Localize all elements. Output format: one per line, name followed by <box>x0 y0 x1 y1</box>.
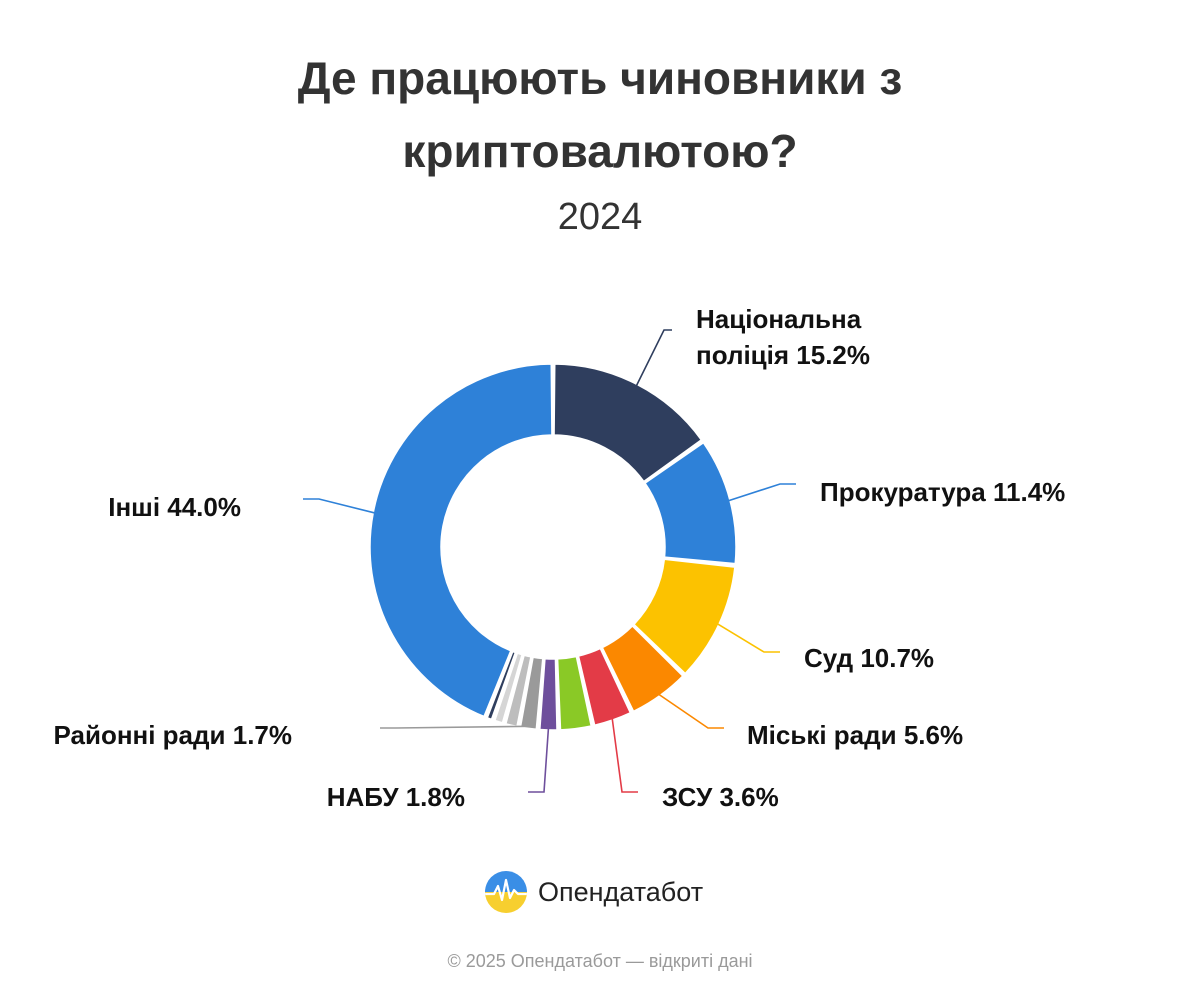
donut-slice-9 <box>494 652 523 724</box>
slice-label-1-line-0: Прокуратура 11.4% <box>820 477 1065 507</box>
leader-line-2 <box>716 622 780 653</box>
leader-line-6 <box>380 725 529 729</box>
donut-slice-7 <box>519 656 544 730</box>
chart-title-line-2: криптовалютою? <box>402 125 798 177</box>
donut-slice-4 <box>577 647 632 726</box>
donut-slice-1 <box>644 441 737 565</box>
leader-line-3 <box>658 693 724 729</box>
donut-slices <box>369 363 737 731</box>
donut-slice-5 <box>556 655 592 731</box>
brand[interactable]: Опендатабот <box>484 870 703 914</box>
footer-copyright: © 2025 Опендатабот — відкриті дані <box>447 951 753 971</box>
slice-labels: Національна поліція 15.2% Прокуратура 11.4… <box>54 304 1066 812</box>
leader-line-7 <box>303 498 376 514</box>
slice-label-7-line-0: Інші 44.0% <box>108 492 241 522</box>
donut-slice-3 <box>601 625 684 713</box>
slice-label-5-line-0: НАБУ 1.8% <box>327 782 465 812</box>
leader-lines <box>303 329 796 793</box>
leader-line-4 <box>611 717 638 793</box>
chart-subtitle: 2024 <box>557 196 643 238</box>
chart-title-line-1: Де працюють чиновники з <box>297 52 903 104</box>
slice-label-4-line-0: ЗСУ 3.6% <box>662 782 779 812</box>
brand-name: Опендатабот <box>538 876 704 907</box>
donut-slice-10 <box>486 650 517 721</box>
opendatabot-logo-icon <box>485 871 527 913</box>
donut-slice-2 <box>633 558 736 675</box>
donut-slice-0 <box>553 363 703 483</box>
donut-slice-8 <box>505 654 532 728</box>
slice-label-3-line-0: Міські ради 5.6% <box>747 720 963 750</box>
slice-label-6-line-0: Районні ради 1.7% <box>54 720 293 750</box>
leader-line-5 <box>528 727 550 793</box>
leader-line-0 <box>635 329 672 387</box>
slice-label-0-line-0: Національна <box>696 304 862 334</box>
donut-slice-6 <box>539 657 558 731</box>
leader-line-1 <box>727 483 796 502</box>
donut-slice-11 <box>369 363 553 718</box>
slice-label-0-line-1: поліція 15.2% <box>696 340 870 370</box>
slice-label-2-line-0: Суд 10.7% <box>804 643 934 673</box>
chart-title: Де працюють чиновники з криптовалютою? <box>0 42 1200 188</box>
